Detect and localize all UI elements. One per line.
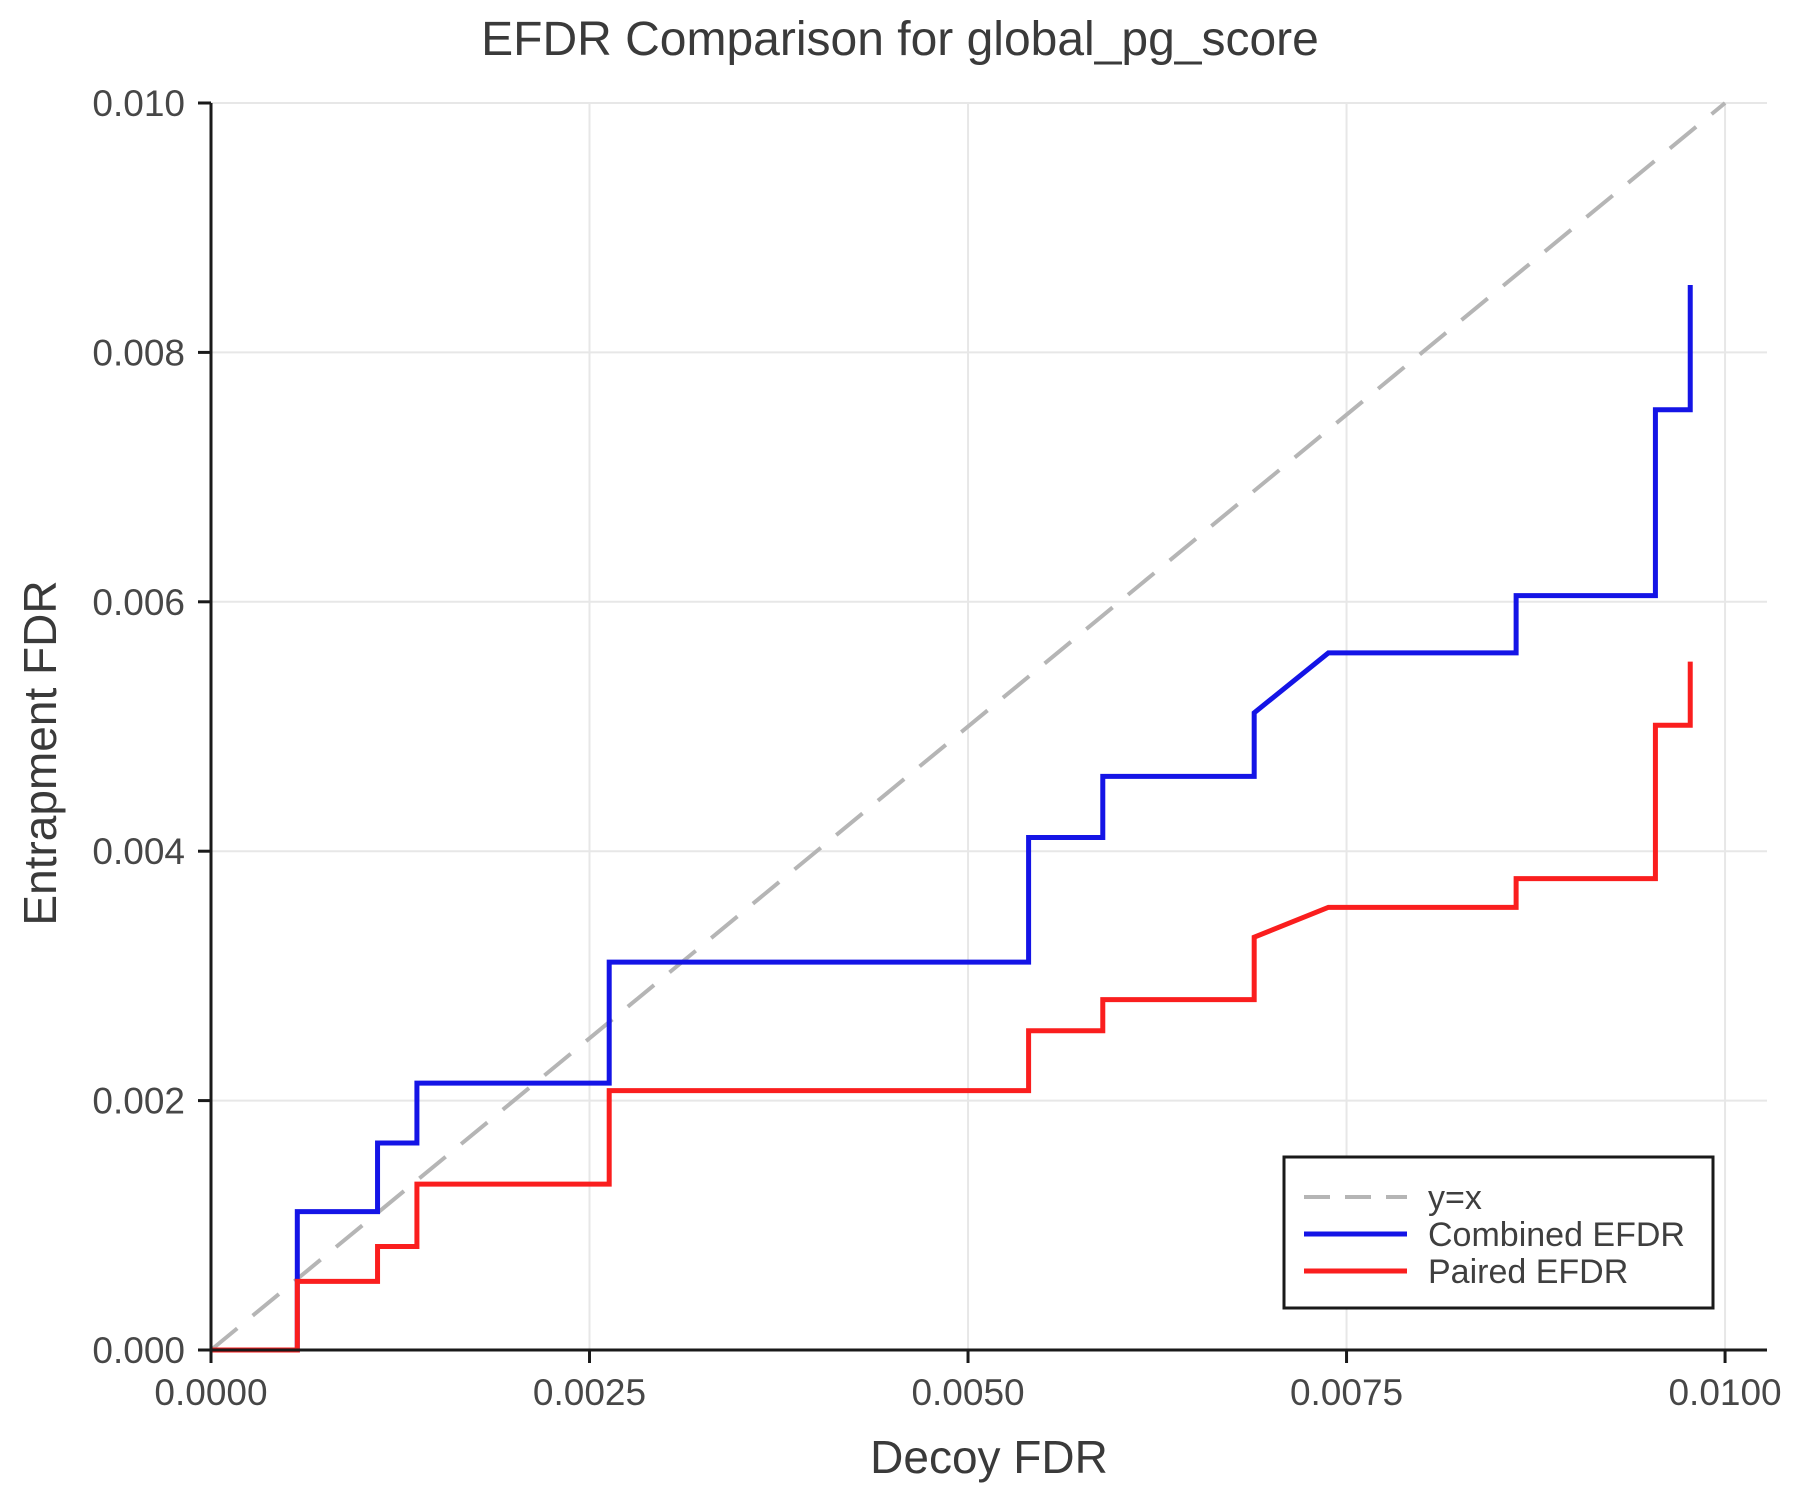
x-axis-title: Decoy FDR bbox=[870, 1431, 1108, 1483]
x-tick-label: 0.0075 bbox=[1290, 1372, 1403, 1413]
series-line-paired-efdr bbox=[211, 661, 1693, 1353]
legend-label: y=x bbox=[1428, 1179, 1482, 1217]
y-tick-label: 0.006 bbox=[92, 582, 185, 623]
y-tick-label: 0.004 bbox=[92, 831, 185, 872]
legend-label: Paired EFDR bbox=[1428, 1253, 1628, 1291]
y-tick-label: 0.000 bbox=[92, 1330, 185, 1371]
series-line-combined-efdr bbox=[211, 285, 1693, 1353]
y-tick-label: 0.002 bbox=[92, 1081, 185, 1122]
x-tick-label: 0.0100 bbox=[1668, 1372, 1781, 1413]
x-tick-label: 0.0050 bbox=[911, 1372, 1024, 1413]
x-tick-label: 0.0025 bbox=[533, 1372, 646, 1413]
y-tick-label: 0.008 bbox=[92, 332, 185, 373]
x-tick-label: 0.0000 bbox=[154, 1372, 267, 1413]
chart-title: EFDR Comparison for global_pg_score bbox=[481, 13, 1319, 66]
y-tick-label: 0.010 bbox=[92, 83, 185, 124]
series-line-y-x bbox=[209, 101, 1727, 1352]
legend-label: Combined EFDR bbox=[1428, 1216, 1685, 1254]
